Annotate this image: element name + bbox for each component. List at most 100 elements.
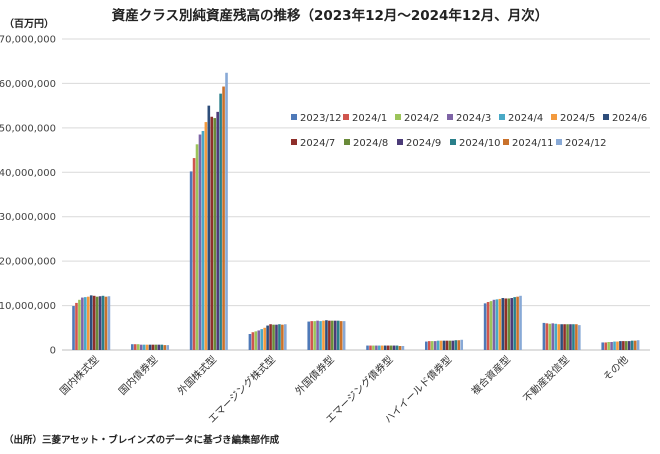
bar-5-12	[401, 346, 405, 350]
bar-0-0	[72, 306, 75, 350]
category-label: その他	[600, 353, 630, 383]
bar-8-7	[563, 324, 566, 350]
bar-5-0	[366, 345, 369, 350]
bar-2-0	[189, 171, 193, 350]
bar-8-12	[578, 325, 581, 350]
bar-1-0	[131, 344, 134, 350]
bar-1-12	[166, 345, 170, 350]
bar-1-4	[142, 344, 146, 350]
bar-9-3	[610, 342, 613, 350]
bar-0-11	[104, 296, 108, 350]
bar-3-0	[248, 334, 252, 350]
category-label: 国内債券型	[116, 353, 161, 398]
bar-6-7	[445, 340, 449, 350]
bar-3-1	[251, 332, 255, 350]
bar-8-2	[548, 323, 552, 350]
bar-5-6	[383, 345, 387, 350]
bar-3-4	[260, 329, 264, 350]
bar-4-0	[307, 321, 311, 350]
bar-2-4	[201, 130, 205, 350]
bar-5-4	[378, 345, 381, 350]
bar-4-11	[339, 321, 343, 350]
bar-2-12	[225, 72, 228, 351]
legend-swatch	[503, 139, 509, 145]
bar-0-5	[86, 296, 90, 350]
bar-2-9	[216, 111, 219, 350]
bar-7-11	[516, 296, 519, 350]
bar-1-11	[163, 345, 167, 350]
legend-label: 2024/12	[565, 138, 607, 149]
bar-1-10	[160, 344, 164, 350]
legend-swatch	[291, 139, 297, 145]
bar-7-5	[498, 298, 502, 350]
y-tick-label: 30,000,000	[0, 212, 56, 223]
bar-6-10	[454, 340, 458, 350]
bar-7-6	[501, 298, 505, 350]
bar-3-12	[284, 324, 287, 350]
y-unit-label: （百万円）	[4, 17, 54, 30]
bar-9-4	[613, 341, 616, 350]
bar-2-5	[204, 122, 208, 350]
bar-4-6	[325, 320, 328, 350]
bar-2-8	[213, 118, 217, 350]
legend-swatch	[499, 114, 505, 120]
category-label: 外国債券型	[292, 353, 337, 398]
bar-6-9	[451, 340, 455, 350]
legend-label: 2024/2	[404, 113, 439, 124]
legend-swatch	[291, 114, 297, 120]
bar-5-3	[375, 345, 378, 350]
bar-4-8	[331, 320, 334, 350]
bar-1-9	[157, 344, 161, 350]
bar-0-10	[101, 295, 105, 350]
source-note: （出所）三菱アセット・ブレインズのデータに基づき編集部作成	[4, 434, 280, 446]
bar-7-8	[507, 298, 511, 350]
bar-2-2	[195, 144, 199, 350]
bar-8-0	[542, 322, 546, 350]
bar-2-6	[207, 105, 211, 350]
bar-2-10	[219, 93, 222, 351]
bars	[72, 72, 640, 351]
bar-9-8	[625, 341, 628, 350]
bar-1-1	[133, 344, 137, 350]
bar-7-3	[492, 299, 496, 350]
grid-lines	[62, 38, 650, 351]
bar-9-9	[627, 341, 631, 350]
bar-8-1	[545, 323, 549, 350]
bar-6-5	[439, 340, 443, 350]
bar-0-6	[89, 295, 93, 350]
bar-7-1	[486, 302, 490, 350]
bar-4-3	[316, 320, 319, 350]
bar-5-10	[395, 345, 399, 350]
bar-1-8	[154, 344, 158, 350]
bar-6-12	[460, 339, 464, 350]
bar-0-8	[95, 296, 99, 350]
bar-8-9	[569, 324, 572, 350]
bar-3-5	[263, 327, 266, 350]
legend-label: 2024/3	[456, 113, 491, 124]
bar-9-1	[604, 342, 607, 350]
legend-label: 2024/8	[353, 138, 388, 149]
bar-9-11	[633, 340, 637, 350]
y-tick-label: 70,000,000	[0, 35, 56, 46]
bar-6-6	[442, 340, 446, 350]
bar-6-2	[430, 341, 434, 350]
legend-label: 2024/1	[352, 113, 387, 124]
bar-7-0	[483, 303, 487, 350]
bar-5-9	[392, 345, 396, 350]
bar-9-6	[619, 341, 622, 350]
bar-7-12	[519, 295, 522, 350]
chart-title: 資産クラス別純資産残高の推移（2023年12月～2024年12月、月次）	[112, 7, 548, 24]
bar-3-10	[278, 324, 281, 350]
bar-3-8	[272, 324, 275, 350]
y-tick-label: 50,000,000	[0, 123, 56, 134]
legend-label: 2023/12	[300, 113, 342, 124]
bar-7-7	[504, 298, 508, 350]
y-tick-label: 0	[50, 346, 56, 357]
bar-3-9	[275, 324, 278, 350]
bar-3-6	[266, 325, 269, 350]
bar-1-6	[148, 344, 152, 350]
bar-8-11	[575, 324, 578, 350]
bar-1-2	[136, 344, 140, 350]
bar-9-7	[622, 341, 625, 350]
